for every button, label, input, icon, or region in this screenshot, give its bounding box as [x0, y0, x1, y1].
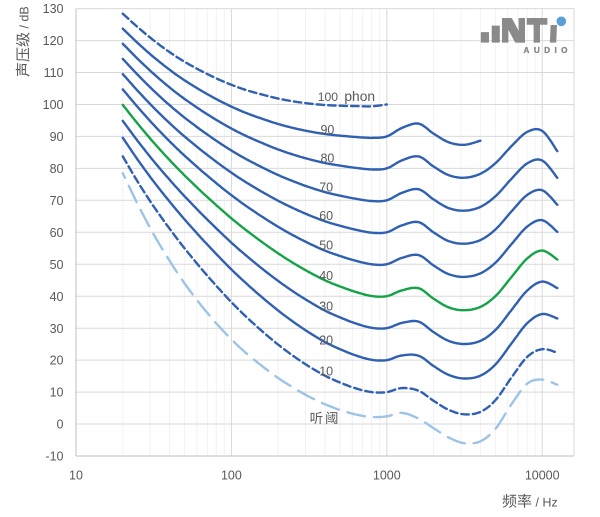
svg-text:70: 70 — [319, 181, 333, 195]
svg-text:20: 20 — [50, 354, 64, 368]
svg-text:120: 120 — [43, 34, 64, 48]
svg-text:10: 10 — [69, 469, 83, 483]
svg-text:100: 100 — [43, 98, 64, 112]
svg-text:AUDIO: AUDIO — [524, 46, 572, 55]
svg-text:0: 0 — [57, 418, 64, 432]
svg-text:70: 70 — [50, 194, 64, 208]
svg-text:1000: 1000 — [373, 469, 401, 483]
svg-text:40: 40 — [319, 269, 333, 283]
svg-text:100: 100 — [221, 469, 242, 483]
svg-text:90: 90 — [50, 130, 64, 144]
svg-text:130: 130 — [43, 2, 64, 16]
svg-text:30: 30 — [50, 322, 64, 336]
svg-text:100: 100 — [318, 90, 339, 104]
svg-text:10000: 10000 — [525, 469, 560, 483]
svg-text:10: 10 — [319, 364, 333, 378]
svg-text:-10: -10 — [45, 450, 63, 464]
svg-text:60: 60 — [319, 209, 333, 223]
svg-text:50: 50 — [50, 258, 64, 272]
svg-text:phon: phon — [344, 89, 375, 104]
svg-text:40: 40 — [50, 290, 64, 304]
svg-text:90: 90 — [320, 123, 334, 137]
svg-text:50: 50 — [319, 239, 333, 253]
svg-text:110: 110 — [44, 66, 64, 80]
svg-text:30: 30 — [319, 299, 333, 313]
svg-text:10: 10 — [50, 386, 64, 400]
svg-text:60: 60 — [50, 226, 64, 240]
svg-text:80: 80 — [50, 162, 64, 176]
svg-text:80: 80 — [320, 151, 334, 165]
svg-text:20: 20 — [319, 333, 333, 347]
